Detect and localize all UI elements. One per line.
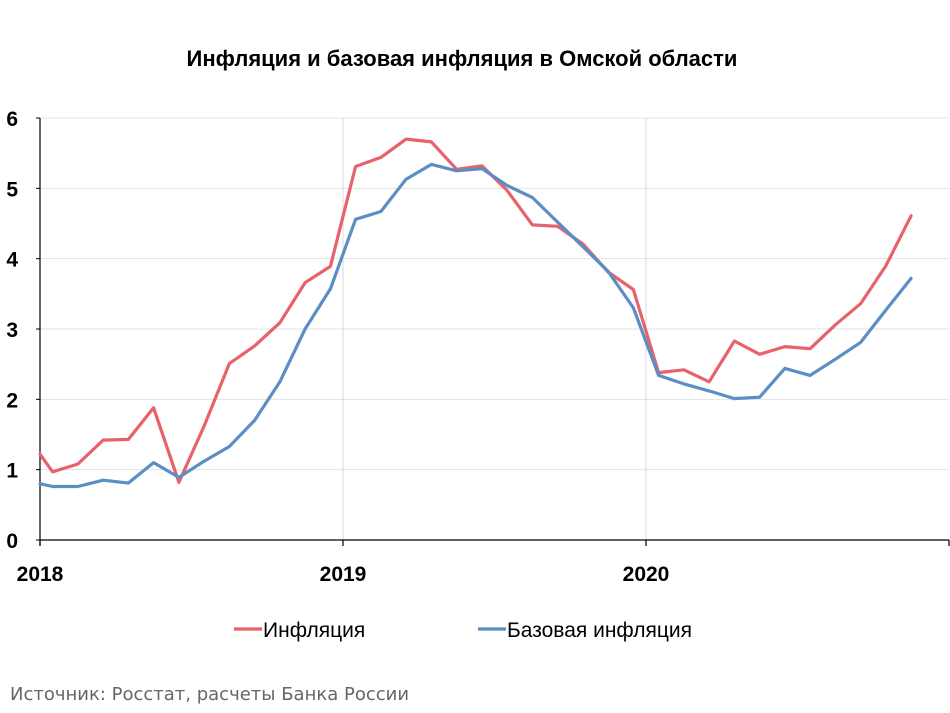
- y-tick-label: 4: [6, 249, 18, 272]
- y-axis-ticks: 0 1 2 3 4 5 6: [6, 108, 18, 553]
- y-tick-label: 3: [6, 319, 18, 342]
- y-tick-label: 1: [6, 460, 18, 483]
- chart-title: Инфляция и базовая инфляция в Омской обл…: [187, 46, 738, 71]
- x-tick-label: 2019: [320, 563, 367, 586]
- series-line-inflation: [38, 137, 913, 484]
- legend: Инфляция Базовая инфляция: [234, 619, 692, 642]
- y-tick-label: 6: [6, 108, 18, 131]
- x-tick-label: 2018: [17, 563, 64, 586]
- gridlines: [40, 117, 949, 540]
- legend-label: Базовая инфляция: [507, 619, 692, 642]
- axes: [36, 117, 950, 546]
- legend-label: Инфляция: [263, 619, 365, 642]
- x-tick-label: 2020: [623, 563, 670, 586]
- y-tick-label: 2: [6, 389, 18, 412]
- y-tick-label: 0: [6, 530, 18, 553]
- y-tick-label: 5: [6, 178, 18, 201]
- series-lines: [38, 137, 913, 489]
- source-note: Источник: Росстат, расчеты Банка России: [10, 684, 410, 705]
- series-line-core-inflation: [38, 162, 913, 489]
- x-axis-ticks: 2018 2019 2020: [17, 563, 670, 586]
